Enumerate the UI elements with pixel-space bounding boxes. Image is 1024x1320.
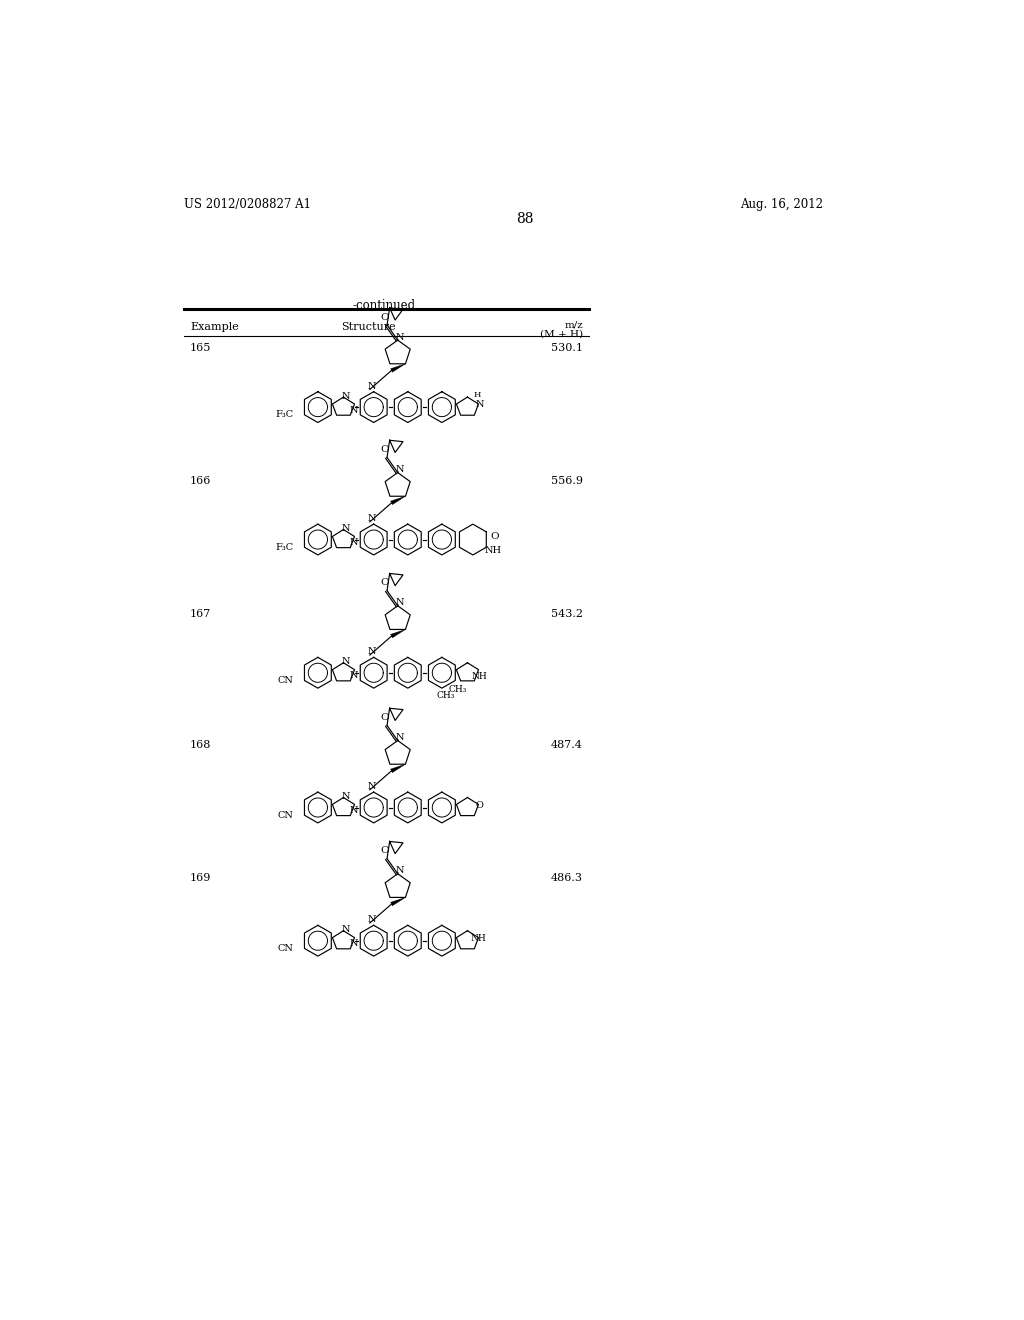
Text: F₃C: F₃C	[275, 411, 293, 420]
Text: H: H	[473, 391, 480, 399]
Text: (M + H): (M + H)	[540, 330, 583, 338]
Text: O: O	[380, 713, 389, 722]
Text: O: O	[380, 445, 389, 454]
Text: N: N	[475, 400, 484, 409]
Text: US 2012/0208827 A1: US 2012/0208827 A1	[183, 198, 311, 211]
Text: CN: CN	[278, 944, 293, 953]
Text: 168: 168	[190, 739, 211, 750]
Text: N: N	[368, 916, 377, 924]
Text: O: O	[490, 532, 499, 541]
Text: CH₃: CH₃	[449, 685, 467, 694]
Text: N: N	[342, 392, 350, 401]
Text: NH: NH	[471, 672, 487, 681]
Polygon shape	[391, 764, 406, 772]
Text: 556.9: 556.9	[551, 475, 583, 486]
Text: N: N	[350, 940, 358, 948]
Text: CN: CN	[278, 676, 293, 685]
Text: N: N	[350, 672, 358, 680]
Polygon shape	[391, 496, 406, 504]
Text: N: N	[368, 648, 377, 656]
Text: -continued: -continued	[352, 300, 416, 313]
Text: N: N	[342, 925, 350, 935]
Text: 486.3: 486.3	[551, 873, 583, 883]
Text: N: N	[342, 524, 350, 533]
Text: Example: Example	[190, 322, 239, 331]
Polygon shape	[391, 364, 406, 372]
Polygon shape	[391, 898, 406, 906]
Text: Structure: Structure	[341, 322, 395, 331]
Text: NH: NH	[470, 935, 486, 942]
Text: 165: 165	[190, 343, 211, 354]
Text: O: O	[380, 846, 389, 855]
Text: 169: 169	[190, 873, 211, 883]
Text: N: N	[368, 515, 377, 523]
Text: N: N	[350, 807, 358, 814]
Text: 530.1: 530.1	[551, 343, 583, 354]
Text: CN: CN	[278, 810, 293, 820]
Text: 167: 167	[190, 609, 211, 619]
Text: F₃C: F₃C	[275, 543, 293, 552]
Text: N: N	[342, 792, 350, 801]
Text: O: O	[476, 801, 483, 810]
Text: N: N	[342, 657, 350, 667]
Text: O: O	[380, 313, 389, 322]
Text: N: N	[395, 598, 404, 607]
Text: N: N	[368, 783, 377, 791]
Text: 487.4: 487.4	[551, 739, 583, 750]
Text: CH₃: CH₃	[436, 692, 455, 701]
Text: 543.2: 543.2	[551, 609, 583, 619]
Text: N: N	[395, 333, 404, 342]
Text: N: N	[395, 733, 404, 742]
Text: N: N	[350, 539, 358, 546]
Text: O: O	[380, 578, 389, 587]
Text: N: N	[395, 465, 404, 474]
Text: N: N	[395, 866, 404, 875]
Text: 88: 88	[516, 213, 534, 226]
Text: N: N	[350, 405, 358, 414]
Text: 166: 166	[190, 475, 211, 486]
Text: m/z: m/z	[564, 321, 583, 329]
Text: NH: NH	[484, 546, 502, 554]
Polygon shape	[391, 630, 406, 638]
Text: Aug. 16, 2012: Aug. 16, 2012	[740, 198, 823, 211]
Text: N: N	[368, 381, 377, 391]
